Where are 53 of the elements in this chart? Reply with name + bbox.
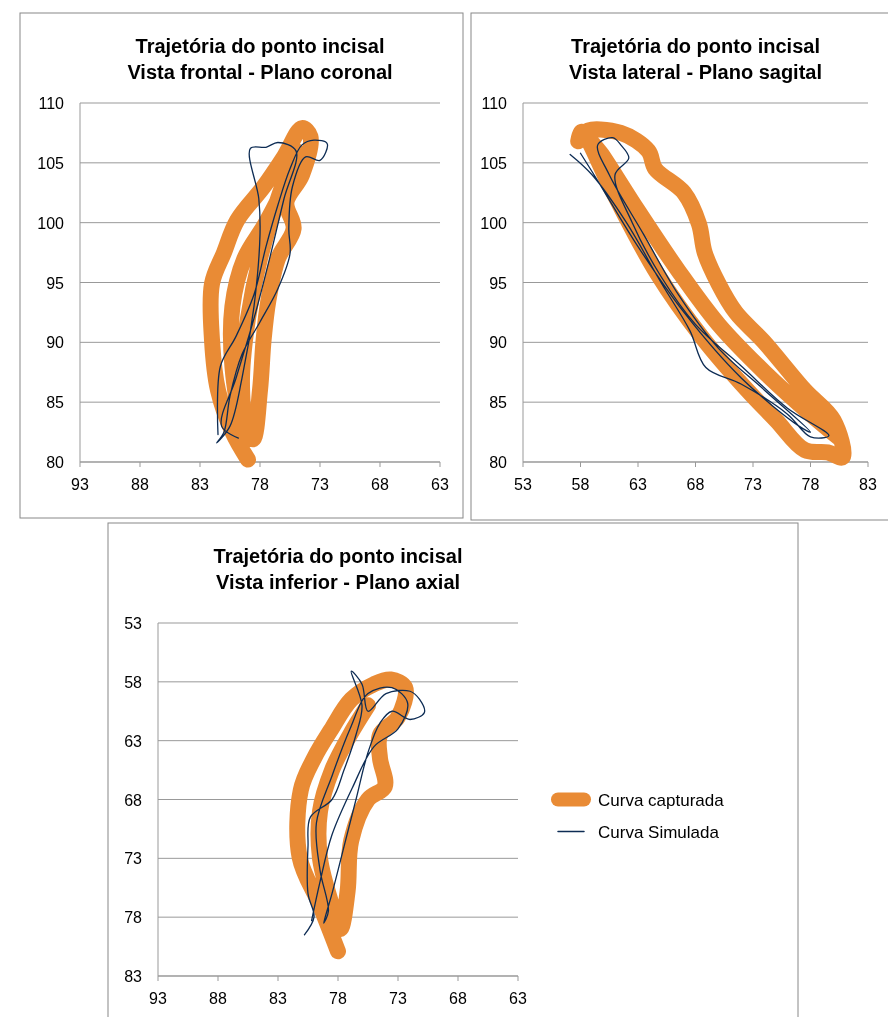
legend-label: Curva Simulada bbox=[598, 822, 720, 842]
x-tick-label: 63 bbox=[431, 476, 449, 493]
chart-subtitle: Vista lateral - Plano sagital bbox=[568, 61, 823, 83]
y-tick-label: 63 bbox=[124, 732, 143, 750]
x-tick-label: 53 bbox=[514, 476, 532, 493]
x-tick-label: 83 bbox=[269, 990, 287, 1007]
y-tick-label: 95 bbox=[46, 274, 65, 292]
x-tick-label: 88 bbox=[209, 990, 227, 1007]
y-tick-label: 80 bbox=[489, 454, 508, 471]
x-tick-label: 83 bbox=[859, 476, 877, 493]
y-tick-label: 58 bbox=[124, 673, 143, 691]
y-tick-label: 85 bbox=[489, 394, 508, 412]
x-tick-label: 68 bbox=[371, 476, 389, 493]
chart-title: Trajetória do ponto incisal bbox=[571, 35, 820, 57]
x-tick-label: 73 bbox=[389, 990, 407, 1007]
y-tick-label: 73 bbox=[124, 850, 143, 868]
y-tick-label: 78 bbox=[124, 909, 143, 927]
x-tick-label: 63 bbox=[509, 990, 527, 1007]
x-tick-label: 58 bbox=[571, 476, 590, 493]
legend-label: Curva capturada bbox=[598, 790, 725, 810]
x-tick-label: 83 bbox=[191, 476, 209, 493]
y-tick-label: 68 bbox=[124, 791, 143, 809]
y-tick-label: 110 bbox=[481, 95, 508, 112]
y-tick-label: 53 bbox=[124, 615, 143, 632]
y-tick-label: 100 bbox=[37, 214, 65, 232]
x-tick-label: 78 bbox=[251, 476, 269, 493]
line-series bbox=[216, 139, 328, 444]
line-series bbox=[569, 137, 830, 439]
x-tick-label: 93 bbox=[149, 990, 167, 1007]
x-tick-label: 68 bbox=[686, 476, 705, 493]
y-tick-label: 83 bbox=[124, 968, 143, 985]
y-tick-label: 85 bbox=[46, 394, 65, 412]
chart-subtitle: Vista inferior - Plano axial bbox=[215, 571, 461, 593]
x-tick-label: 78 bbox=[801, 476, 820, 493]
chart-subtitle: Vista frontal - Plano coronal bbox=[127, 61, 393, 83]
y-tick-label: 80 bbox=[46, 454, 65, 471]
y-tick-label: 90 bbox=[489, 334, 508, 352]
line-series bbox=[303, 670, 426, 936]
x-tick-label: 88 bbox=[131, 476, 149, 493]
chart-title: Trajetória do ponto incisal bbox=[135, 35, 385, 57]
x-tick-label: 78 bbox=[329, 990, 347, 1007]
x-tick-label: 63 bbox=[629, 476, 647, 493]
y-tick-label: 105 bbox=[480, 154, 508, 172]
x-tick-label: 68 bbox=[449, 990, 467, 1007]
x-tick-label: 93 bbox=[71, 476, 89, 493]
y-tick-label: 105 bbox=[37, 154, 65, 172]
chart-title: Trajetória do ponto incisal bbox=[213, 545, 463, 567]
x-tick-label: 73 bbox=[311, 476, 329, 493]
y-tick-label: 110 bbox=[38, 95, 65, 112]
y-tick-label: 95 bbox=[489, 274, 508, 292]
y-tick-label: 100 bbox=[480, 214, 508, 232]
x-tick-label: 73 bbox=[744, 476, 762, 493]
y-tick-label: 90 bbox=[46, 334, 65, 352]
